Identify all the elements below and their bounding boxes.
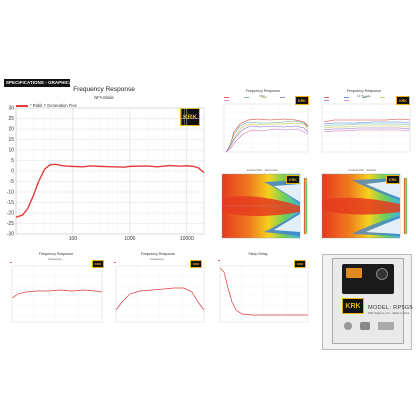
bottom-chart-1 xyxy=(10,262,103,323)
tr-chart-1 xyxy=(223,97,309,153)
legend-label: * Rokit 7 Generation Five xyxy=(30,103,77,108)
speaker-model-subtext: KRK Systems, LLC - Made in China xyxy=(368,312,410,315)
speaker-display-screen xyxy=(346,268,362,278)
bottom-chart-2-title: Frequency Response xyxy=(140,252,176,256)
speaker-krk-logo: KRK xyxy=(342,298,364,314)
tr-chart-2-title: Frequency Response xyxy=(346,89,382,93)
tr-chart-1-title: Frequency Response xyxy=(245,89,281,93)
main-chart-subtitle: NFA Mode xyxy=(94,95,114,100)
spectrogram-1-title: Contour Plot - Horizontal xyxy=(246,168,278,172)
y-tick-label: 25 xyxy=(8,116,14,122)
x-tick-label: 10000 xyxy=(180,236,194,242)
y-tick-label: 30 xyxy=(8,106,14,112)
krk-logo: KRK xyxy=(180,108,200,126)
speaker-power-inlet xyxy=(378,322,394,330)
speaker-model-text: MODEL: RP5G5 xyxy=(368,305,413,311)
speaker-input-jack xyxy=(344,322,352,330)
spectrogram-2-title: Contour Plot - Vertical xyxy=(348,168,376,172)
y-tick-label: 15 xyxy=(8,137,14,143)
main-chart-xticks: 100 1000 10000 xyxy=(69,236,194,242)
krk-logo: KRK xyxy=(386,175,400,184)
main-chart-yticks: 30 25 20 15 10 5 0 -5 -10 -15 -20 -25 -30 xyxy=(7,106,14,238)
speaker-knob xyxy=(376,268,388,280)
bottom-chart-1-title: Frequency Response xyxy=(38,252,74,256)
main-legend: * Rokit 7 Generation Five xyxy=(16,103,77,108)
y-tick-label: 20 xyxy=(8,127,14,133)
tr-chart-2-legend xyxy=(324,97,385,101)
y-tick-label: -5 xyxy=(10,179,15,185)
x-tick-label: 1000 xyxy=(124,236,135,242)
y-tick-label: 10 xyxy=(8,148,14,154)
main-series-line xyxy=(15,163,205,218)
bottom-chart-2 xyxy=(114,262,205,323)
bottom-chart-3-title: Sleep Delay xyxy=(248,252,268,256)
tr-chart-1-legend xyxy=(224,97,285,101)
x-tick-label: 100 xyxy=(69,236,78,242)
krk-logo: KRK xyxy=(396,96,410,105)
y-tick-label: -15 xyxy=(7,200,14,206)
spectrogram-horizontal xyxy=(221,173,308,239)
bottom-chart-1-subtitle: Frequency... xyxy=(48,257,64,261)
krk-logo: KRK xyxy=(286,175,300,184)
tr-chart-2-subtitle: LF Tweaks xyxy=(357,94,371,98)
spectrogram-vertical xyxy=(321,173,408,239)
legend-swatch xyxy=(16,105,28,107)
tr-chart-1-subtitle: CNA... xyxy=(258,94,268,98)
y-tick-label: -10 xyxy=(7,190,14,196)
y-tick-label: -30 xyxy=(7,232,14,238)
tr-chart-2 xyxy=(321,97,411,153)
y-tick-label: -20 xyxy=(7,211,14,217)
y-tick-label: 5 xyxy=(11,158,14,164)
krk-logo: KRK xyxy=(92,260,104,268)
y-tick-label: 0 xyxy=(11,169,14,175)
krk-logo: KRK xyxy=(294,260,306,268)
y-tick-label: -25 xyxy=(7,221,14,227)
section-header: SPECIFICATIONS - GRAPHICAL xyxy=(4,79,70,87)
main-chart-grid xyxy=(15,107,205,235)
krk-logo: KRK xyxy=(295,96,309,105)
bottom-chart-2-subtitle: Frequency... xyxy=(150,257,166,261)
krk-logo: KRK xyxy=(190,260,202,268)
bottom-chart-3 xyxy=(218,260,309,323)
main-chart-title: Frequency Response xyxy=(73,86,135,93)
speaker-xlr-input xyxy=(360,322,370,330)
